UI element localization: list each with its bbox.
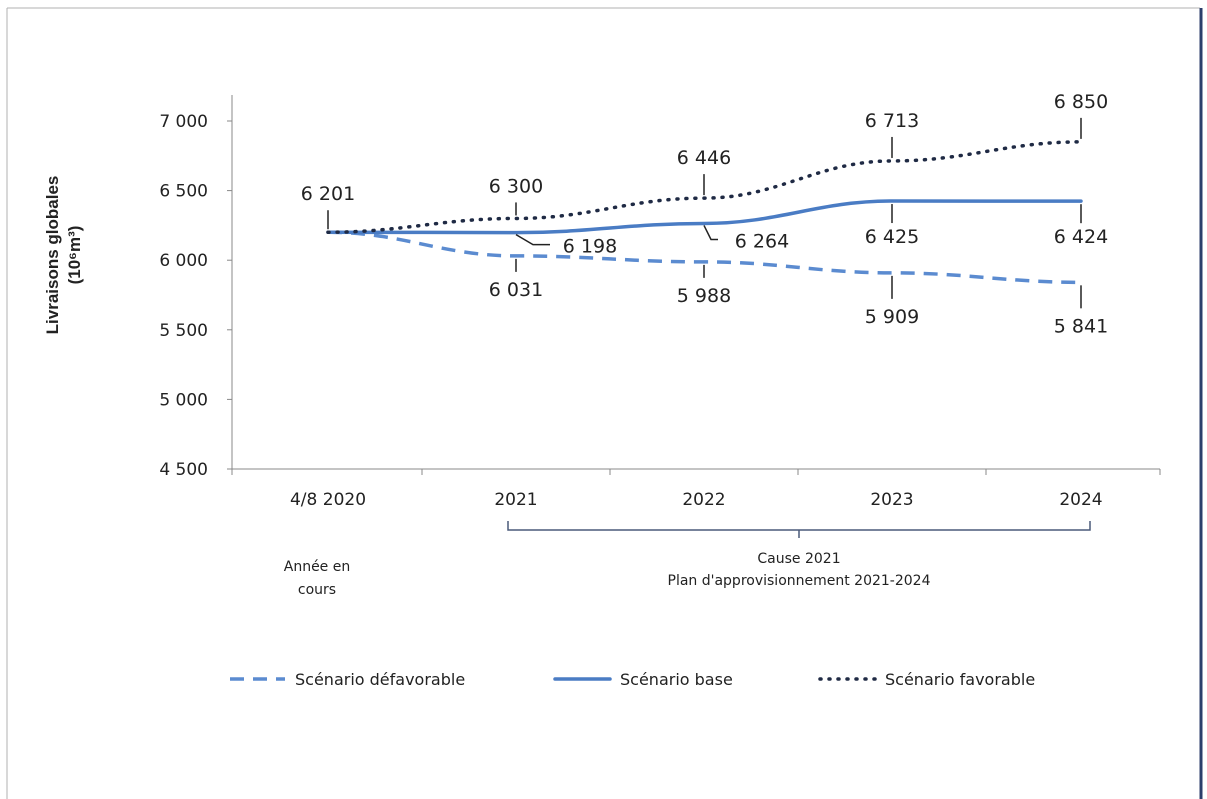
data-label: 6 198 [563,236,617,258]
y-tick-label: 5 000 [159,390,208,410]
data-label: 6 850 [1054,91,1108,113]
legend-label-dashed: Scénario défavorable [295,670,465,689]
plot-area: 4 500 5 000 5 500 6 000 6 500 7 000 4/8 2020 20… [159,91,1161,510]
series-line-dashed [327,230,1082,285]
x-tick-label: 2023 [870,490,913,510]
bracket-note-line2: Plan d'approvisionnement 2021-2024 [668,573,931,589]
period-bracket [507,521,1091,538]
data-label: 6 425 [865,226,919,248]
x-tick-label: 2024 [1059,490,1102,510]
series-line-solid [326,199,1083,235]
data-label: 5 988 [677,285,731,307]
data-label: 6 264 [735,230,789,252]
y-tick-label: 4 500 [159,460,208,480]
data-label: 5 841 [1054,315,1108,337]
legend-label-solid: Scénario base [620,670,733,689]
current-year-note-line2: cours [298,582,336,598]
y-tick-label: 5 500 [159,321,208,341]
x-tick-label: 2021 [494,490,537,510]
y-tick-label: 6 000 [159,251,208,271]
data-label: 6 446 [677,147,731,169]
data-label-leader [703,225,718,241]
data-label: 6 424 [1054,226,1108,248]
data-label: 5 909 [865,306,919,328]
x-tick-label: 2022 [682,490,725,510]
data-label: 6 031 [489,279,543,301]
y-axis-unit: (10⁶m³) [65,226,84,285]
data-label: 6 713 [865,110,919,132]
y-tick-label: 7 000 [159,112,208,132]
y-tick-label: 6 500 [159,182,208,202]
bracket-note-line1: Cause 2021 [757,551,840,567]
data-label: 6 201 [301,183,355,205]
current-year-note-line1: Année en [284,559,351,575]
legend: Scénario défavorable Scénario base Scénari… [230,670,1035,689]
y-axis-title: Livraisons globales [43,176,62,335]
legend-label-dotted: Scénario favorable [885,670,1035,689]
data-label-leader [515,233,550,246]
x-tick-label: 4/8 2020 [290,490,366,510]
data-label: 6 300 [489,175,543,197]
series-line-dotted [326,140,1083,234]
